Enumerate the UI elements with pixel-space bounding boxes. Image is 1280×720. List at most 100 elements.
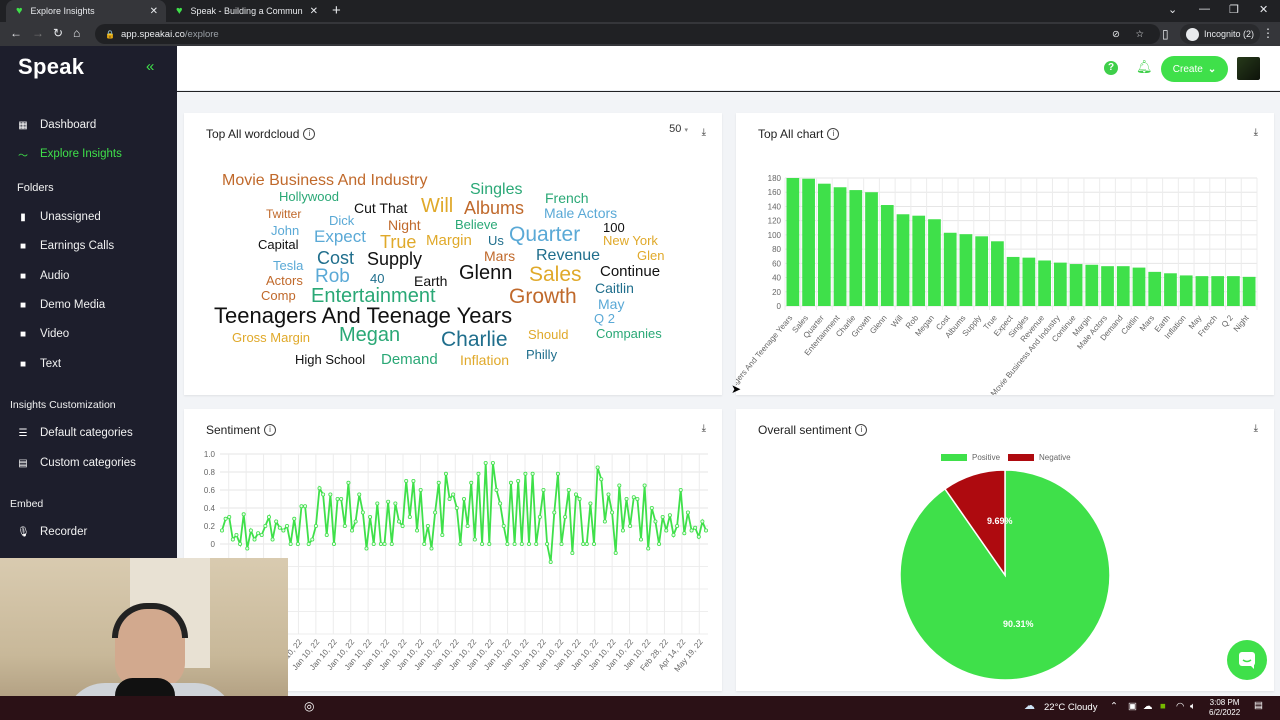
- wordcloud-word[interactable]: Movie Business And Industry: [222, 172, 428, 189]
- eye-off-icon[interactable]: ⊘: [1112, 28, 1120, 40]
- wordcloud-word[interactable]: Cost: [317, 248, 355, 268]
- wordcloud-word[interactable]: Capital: [258, 237, 299, 252]
- bar[interactable]: [1132, 267, 1146, 306]
- wordcloud-word[interactable]: French: [545, 190, 589, 206]
- legend-positive-label[interactable]: Positive: [972, 453, 1001, 462]
- incognito-badge[interactable]: Incognito (2): [1180, 24, 1261, 44]
- bar[interactable]: [1179, 275, 1193, 306]
- wordcloud-word[interactable]: John: [271, 223, 300, 238]
- bar[interactable]: [786, 178, 800, 306]
- sidebar-folder-video[interactable]: ■ Video: [0, 320, 177, 348]
- bar[interactable]: [1227, 276, 1240, 306]
- wordcloud-word[interactable]: Earth: [414, 273, 448, 289]
- wordcloud-word[interactable]: True: [380, 232, 417, 252]
- sidebar-item-default-categories[interactable]: ☰ Default categories: [0, 419, 177, 447]
- sidebar-folder-earnings-calls[interactable]: ■ Earnings Calls: [0, 232, 177, 260]
- wordcloud-word[interactable]: Sales: [529, 263, 582, 286]
- side-panel-icon[interactable]: ▯: [1162, 27, 1169, 41]
- download-icon[interactable]: ⤓: [1253, 423, 1258, 434]
- wordcloud-word[interactable]: 100: [603, 220, 625, 235]
- wordcloud-word[interactable]: Male Actors: [544, 205, 618, 221]
- wordcloud-word[interactable]: Should: [528, 327, 569, 342]
- forward-icon[interactable]: →: [32, 26, 44, 40]
- wordcloud-word[interactable]: Actors: [266, 273, 303, 288]
- wordcloud-word[interactable]: Comp: [261, 288, 296, 303]
- bar[interactable]: [1211, 276, 1225, 306]
- wordcloud-word[interactable]: Charlie: [441, 328, 508, 351]
- word-count-select[interactable]: 50 ▾: [669, 123, 688, 135]
- bar[interactable]: [802, 178, 815, 306]
- close-window-icon[interactable]: ✕: [1259, 4, 1269, 16]
- tab-search-chevron-icon[interactable]: ⌄: [1168, 4, 1178, 16]
- home-icon[interactable]: ⌂: [73, 26, 81, 40]
- close-tab-icon[interactable]: ✕: [149, 5, 158, 17]
- bar[interactable]: [1195, 276, 1209, 306]
- new-tab-icon[interactable]: +: [332, 2, 341, 19]
- download-icon[interactable]: ⤓: [1253, 127, 1258, 138]
- wordcloud-word[interactable]: Dick: [329, 213, 355, 228]
- bar[interactable]: [865, 192, 878, 306]
- chat-support-button[interactable]: [1227, 640, 1267, 680]
- wordcloud-word[interactable]: Supply: [367, 249, 423, 269]
- wordcloud-word[interactable]: Night: [388, 217, 421, 233]
- wordcloud-word[interactable]: Continue: [600, 263, 661, 280]
- bar[interactable]: [1116, 266, 1130, 306]
- wordcloud-word[interactable]: Megan: [339, 324, 401, 346]
- bar[interactable]: [1038, 260, 1051, 306]
- wordcloud-word[interactable]: Teenagers And Teenage Years: [214, 303, 513, 328]
- help-icon[interactable]: ?: [1104, 61, 1118, 75]
- wordcloud-word[interactable]: Q 2: [594, 311, 615, 326]
- bar[interactable]: [1101, 266, 1114, 306]
- user-avatar[interactable]: [1237, 57, 1260, 80]
- collapse-sidebar-icon[interactable]: «: [146, 58, 155, 75]
- sidebar-folder-audio[interactable]: ■ Audio: [0, 262, 177, 290]
- wordcloud-word[interactable]: Tesla: [273, 258, 304, 273]
- wordcloud-word[interactable]: Quarter: [509, 223, 581, 246]
- close-tab-icon[interactable]: ✕: [309, 5, 318, 17]
- bar[interactable]: [1164, 273, 1177, 306]
- wordcloud-word[interactable]: Demand: [381, 351, 438, 368]
- volume-icon[interactable]: 🔈︎: [1190, 701, 1196, 712]
- tray-chevron-icon[interactable]: ⌃: [1110, 701, 1118, 712]
- url-bar[interactable]: 🔒 app.speakai.co/explore ⊘ ☆: [95, 24, 1160, 44]
- bar[interactable]: [912, 215, 926, 306]
- bar[interactable]: [817, 183, 831, 306]
- wordcloud-word[interactable]: Margin: [426, 232, 472, 249]
- bar[interactable]: [1022, 257, 1036, 306]
- browser-tab-explore-insights[interactable]: ♥ Explore Insights ✕: [6, 0, 166, 22]
- wordcloud-word[interactable]: May: [598, 296, 625, 312]
- wordcloud-word[interactable]: Singles: [470, 181, 523, 198]
- wordcloud-word[interactable]: Entertainment: [311, 285, 436, 307]
- wordcloud-word[interactable]: Caitlin: [595, 280, 634, 296]
- bar[interactable]: [975, 236, 989, 306]
- notifications-bell-icon[interactable]: 🔔︎: [1136, 59, 1153, 74]
- download-icon[interactable]: ⤓: [701, 127, 706, 138]
- bar[interactable]: [1069, 264, 1083, 306]
- wordcloud-word[interactable]: Hollywood: [279, 189, 339, 204]
- bar[interactable]: [991, 241, 1004, 306]
- wordcloud-word[interactable]: Glen: [637, 248, 665, 263]
- bar[interactable]: [880, 205, 894, 306]
- wordcloud-word[interactable]: Companies: [596, 326, 662, 341]
- browser-tab-speak-community[interactable]: ♥ Speak - Building a Community A ✕: [166, 0, 326, 22]
- sidebar-folder-unassigned[interactable]: ▮ Unassigned: [0, 203, 177, 231]
- bar[interactable]: [943, 232, 957, 306]
- sidebar-item-custom-categories[interactable]: ▤ Custom categories: [0, 449, 177, 477]
- wordcloud-word[interactable]: 40: [370, 271, 385, 286]
- restore-icon[interactable]: ❐: [1229, 4, 1239, 16]
- info-icon[interactable]: i: [827, 128, 840, 140]
- wordcloud-word[interactable]: Believe: [455, 217, 498, 232]
- notification-center-icon[interactable]: ▤: [1254, 700, 1263, 711]
- bar[interactable]: [959, 234, 973, 306]
- wordcloud-word[interactable]: High School: [295, 352, 366, 367]
- wordcloud-word[interactable]: Mars: [484, 248, 516, 264]
- download-icon[interactable]: ⤓: [701, 423, 706, 434]
- sidebar-folder-demo-media[interactable]: ■ Demo Media: [0, 291, 177, 319]
- wordcloud-word[interactable]: Growth: [509, 285, 577, 308]
- wordcloud-word[interactable]: Philly: [526, 347, 558, 362]
- info-icon[interactable]: i: [303, 128, 316, 140]
- bookmark-star-icon[interactable]: ☆: [1135, 28, 1144, 40]
- legend-swatch-negative[interactable]: [1008, 454, 1035, 461]
- wordcloud-word[interactable]: Albums: [464, 198, 525, 218]
- obs-icon[interactable]: ◎: [304, 699, 315, 713]
